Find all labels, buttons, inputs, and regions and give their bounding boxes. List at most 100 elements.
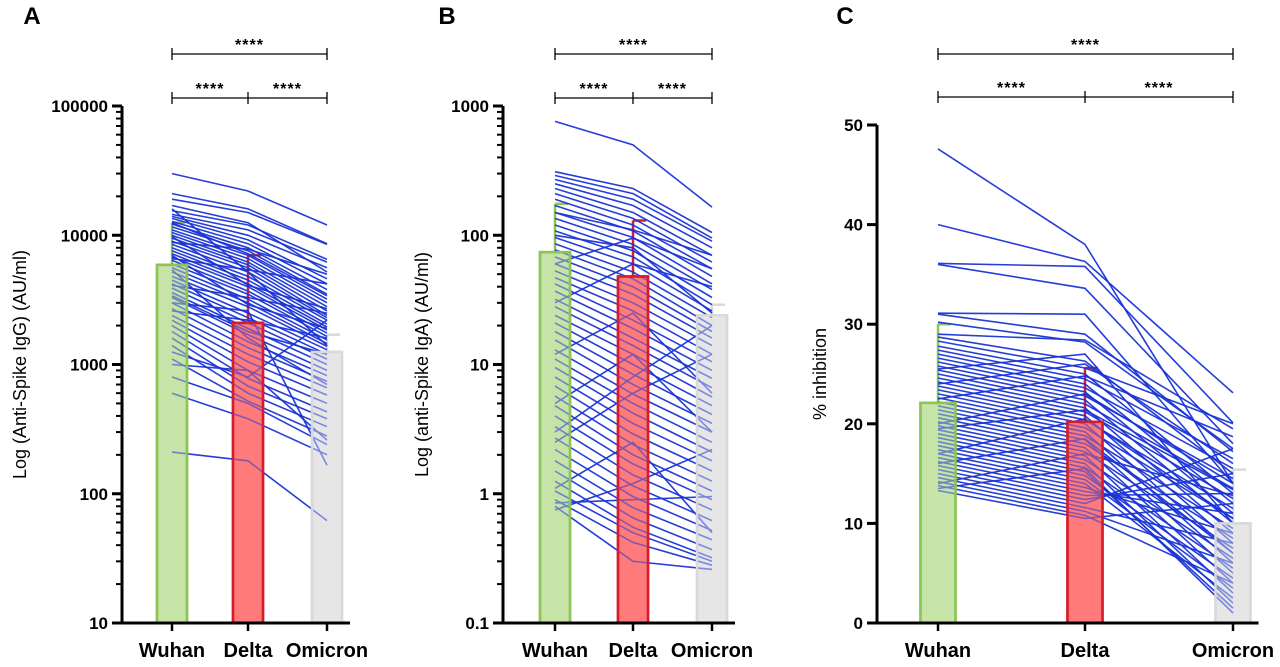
paired-line	[171, 376, 328, 446]
paired-line	[171, 252, 328, 328]
paired-line	[554, 385, 713, 472]
paired-line	[554, 290, 713, 372]
paired-line	[554, 324, 713, 433]
significance-stars-top: ****	[235, 37, 264, 54]
paired-line	[937, 393, 1234, 554]
paired-line	[171, 307, 328, 383]
paired-line	[554, 249, 713, 327]
bar-overlay	[313, 352, 341, 622]
paired-line	[171, 192, 328, 245]
paired-line	[937, 429, 1234, 559]
paired-line	[937, 401, 1234, 564]
y-tick-label: 10	[470, 356, 489, 375]
paired-line	[171, 231, 328, 304]
paired-line	[171, 259, 328, 334]
paired-line	[554, 441, 713, 534]
paired-line	[171, 279, 328, 351]
paired-line	[171, 254, 328, 330]
paired-line	[937, 313, 1234, 453]
paired-line	[554, 283, 713, 363]
paired-line	[937, 377, 1234, 535]
y-tick-label: 10000	[61, 226, 108, 245]
paired-line	[937, 336, 1234, 475]
paired-line	[937, 393, 1234, 485]
paired-line	[171, 198, 328, 246]
paired-line	[937, 464, 1234, 497]
paired-line	[171, 249, 328, 325]
paired-line	[171, 172, 328, 226]
y-tick-label: 100	[80, 485, 108, 504]
paired-line	[937, 467, 1234, 614]
paired-line	[171, 358, 328, 437]
paired-line	[171, 337, 328, 420]
paired-line	[554, 187, 713, 257]
paired-line	[554, 234, 713, 314]
paired-line	[937, 397, 1234, 520]
paired-line	[937, 437, 1234, 554]
paired-line	[554, 263, 713, 339]
y-tick-label: 20	[844, 415, 863, 434]
paired-line	[171, 267, 328, 341]
bar-overlay	[1216, 524, 1250, 622]
paired-line	[171, 263, 328, 338]
paired-line	[171, 220, 328, 285]
paired-line	[554, 237, 713, 270]
x-tick-label-delta: Delta	[1061, 640, 1111, 662]
bar-overlay	[158, 265, 186, 622]
paired-line	[937, 460, 1234, 515]
paired-line	[554, 358, 713, 444]
paired-line	[937, 262, 1234, 424]
paired-line	[171, 271, 328, 345]
paired-line	[554, 460, 713, 541]
paired-line	[554, 270, 713, 347]
significance-stars-left: ****	[196, 81, 225, 98]
y-tick-label: 1	[480, 485, 489, 504]
paired-line	[171, 229, 328, 300]
paired-line	[554, 242, 713, 319]
paired-line	[171, 215, 328, 269]
y-tick-label: 40	[844, 216, 863, 235]
paired-line	[171, 283, 328, 356]
paired-line	[171, 241, 328, 275]
paired-line	[554, 178, 713, 242]
paired-line	[937, 476, 1234, 545]
paired-line	[554, 353, 713, 433]
paired-line	[554, 305, 713, 389]
paired-line	[554, 198, 713, 270]
paired-line	[171, 247, 328, 321]
x-tick-label-omicron: Omicron	[286, 640, 368, 662]
paired-line	[554, 470, 713, 551]
paired-line	[171, 213, 328, 263]
paired-line	[554, 490, 713, 563]
paired-line	[171, 392, 328, 456]
bar-overlay	[698, 316, 726, 622]
paired-line	[171, 295, 328, 356]
paired-line	[171, 235, 328, 310]
paired-line	[554, 480, 713, 559]
bar-overlay	[619, 277, 647, 622]
paired-line	[171, 319, 328, 378]
y-tick-label: 100000	[51, 97, 108, 116]
paired-line	[554, 211, 713, 257]
x-tick-label-omicron: Omicron	[1192, 640, 1274, 662]
paired-line	[937, 223, 1234, 394]
paired-line	[171, 451, 328, 522]
paired-line	[937, 361, 1234, 515]
paired-line	[171, 310, 328, 339]
paired-line	[554, 505, 713, 571]
paired-line	[554, 498, 713, 566]
significance-stars-right: ****	[273, 81, 302, 98]
paired-line	[171, 209, 328, 261]
paired-line	[171, 221, 328, 297]
chart-panel-c: C % inhibition 0 10 20 30 40 50 Wuhan Delta Omicro…	[810, 3, 1274, 662]
paired-line	[937, 440, 1234, 609]
paired-line	[554, 170, 713, 234]
paired-line	[937, 263, 1234, 445]
paired-line	[937, 489, 1234, 520]
paired-line	[937, 375, 1234, 438]
paired-line	[554, 276, 713, 356]
paired-line	[171, 223, 328, 291]
paired-line	[937, 448, 1234, 589]
paired-line	[554, 263, 713, 304]
